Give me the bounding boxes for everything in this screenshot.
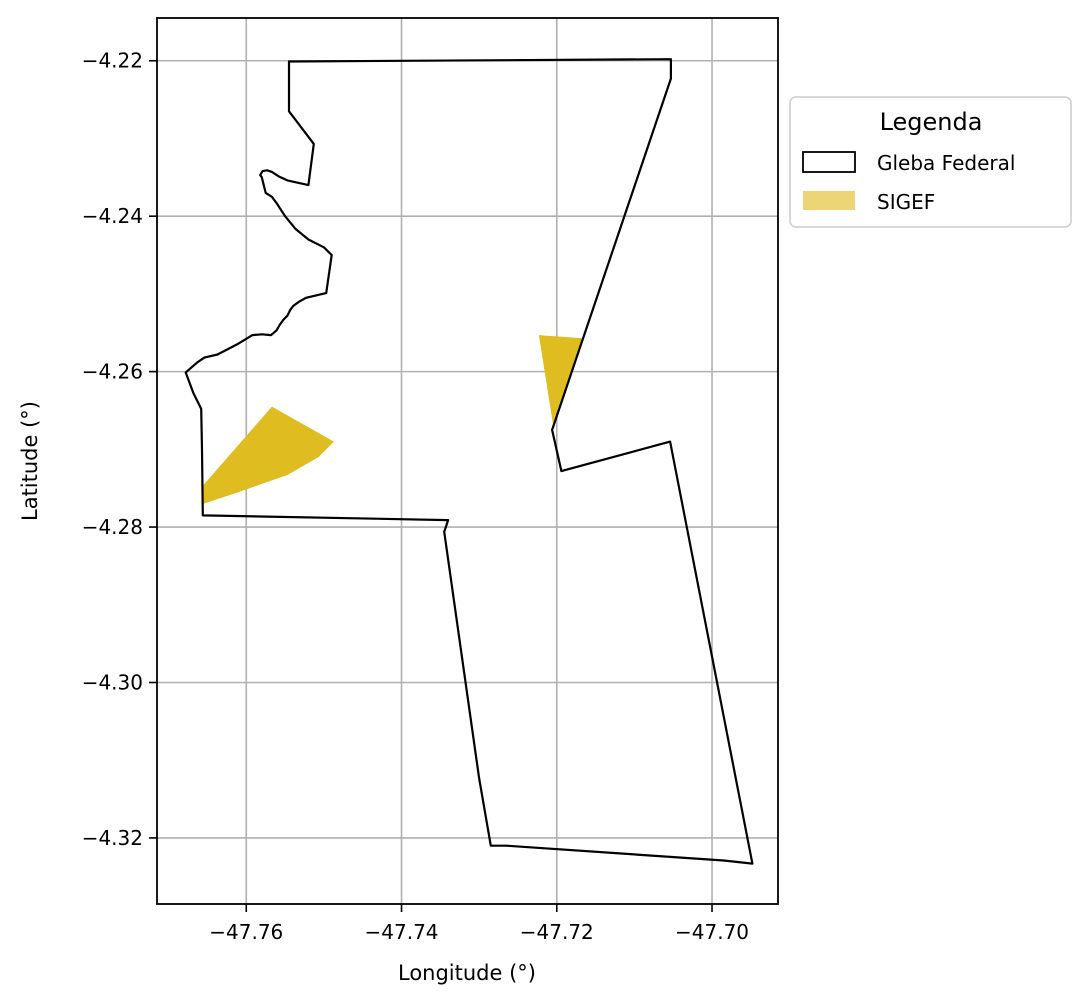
y-tick-label: −4.32 — [82, 826, 143, 850]
y-axis-ticks: −4.22 −4.24 −4.26 −4.28 −4.30 −4.32 — [82, 49, 157, 850]
x-axis-ticks: −47.76 −47.74 −47.72 −47.70 — [209, 904, 749, 944]
y-tick-label: −4.24 — [82, 204, 143, 228]
y-tick-label: −4.28 — [82, 515, 143, 539]
x-tick-label: −47.76 — [209, 920, 283, 944]
legend: Legenda Gleba Federal SIGEF — [789, 96, 1072, 228]
y-tick-label: −4.30 — [82, 671, 143, 695]
x-tick-label: −47.70 — [675, 920, 749, 944]
y-tick-label: −4.26 — [82, 360, 143, 384]
legend-swatch-sigef — [803, 191, 855, 210]
sigef-parcel — [202, 406, 334, 504]
grid-lines — [157, 18, 778, 904]
gleba-federal-boundary — [184, 58, 754, 865]
legend-label-gleba-federal: Gleba Federal — [877, 151, 1015, 175]
sigef-parcel — [538, 335, 583, 424]
legend-swatch-gleba-federal — [802, 151, 856, 173]
axes-frame — [156, 17, 779, 905]
x-tick-label: −47.74 — [365, 920, 439, 944]
legend-label-sigef: SIGEF — [877, 190, 935, 214]
y-axis-title: Latitude (°) — [18, 401, 42, 521]
sigef-layer — [202, 335, 583, 504]
gleba-federal-layer — [184, 58, 754, 865]
x-tick-label: −47.72 — [520, 920, 594, 944]
y-tick-label: −4.22 — [82, 49, 143, 73]
plot-area: −47.76 −47.74 −47.72 −47.70 −4.22 −4.24 −4.26… — [82, 17, 779, 944]
legend-title: Legenda — [880, 108, 983, 136]
legend-box — [789, 96, 1072, 228]
x-axis-title: Longitude (°) — [398, 961, 536, 985]
